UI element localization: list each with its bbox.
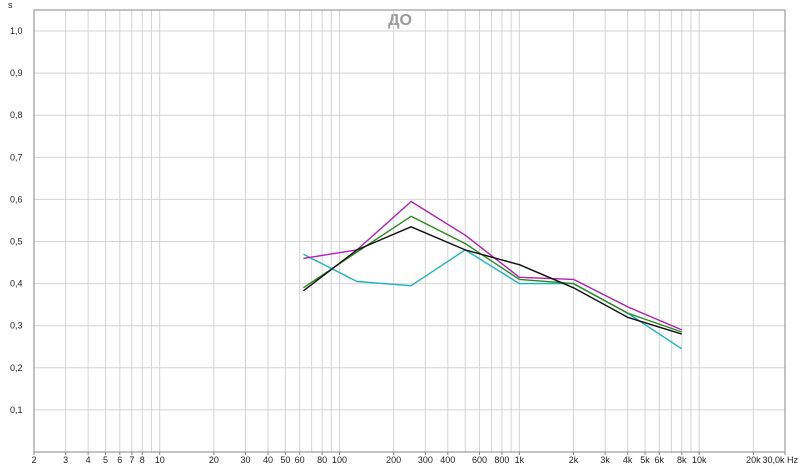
x-tick-label: 2: [31, 455, 36, 465]
x-tick-label: 1k: [515, 455, 525, 465]
y-tick-label: 0,7: [10, 152, 23, 162]
series-line: [302, 226, 683, 335]
x-tick-label: 600: [472, 455, 487, 465]
y-tick-label: 0,1: [10, 405, 23, 415]
chart-title: ДО: [388, 12, 412, 29]
y-axis-unit-label: s: [8, 0, 13, 10]
grid: [34, 10, 785, 452]
series-lines: [302, 200, 683, 350]
x-tick-label: 30,0k Hz: [762, 455, 798, 465]
series-line: [303, 215, 683, 333]
x-tick-label: 800: [494, 455, 509, 465]
series-line: [303, 200, 683, 331]
x-tick-label: 100: [332, 455, 347, 465]
x-axis-ticks: 2 3 4 5 6 7 8 10 20 30 40 50 60 80 100 200 300 400 600 800 1…: [31, 452, 798, 465]
y-tick-label: 0,9: [10, 68, 23, 78]
y-tick-label: 0,3: [10, 321, 23, 331]
y-tick-label: 1,0: [10, 26, 23, 36]
x-tick-label: 6k: [655, 455, 665, 465]
x-tick-label: 60: [295, 455, 305, 465]
x-tick-label: 4: [86, 455, 91, 465]
x-tick-label: 40: [263, 455, 273, 465]
x-tick-label: 20: [209, 455, 219, 465]
y-tick-label: 0,4: [10, 279, 23, 289]
x-tick-label: 8k: [677, 455, 687, 465]
y-tick-label: 0,5: [10, 237, 23, 247]
x-tick-label: 3: [63, 455, 68, 465]
x-tick-label: 200: [386, 455, 401, 465]
y-tick-label: 0,6: [10, 194, 23, 204]
x-tick-label: 7: [129, 455, 134, 465]
x-tick-label: 50: [280, 455, 290, 465]
y-tick-label: 0,8: [10, 110, 23, 120]
x-tick-label: 2k: [569, 455, 579, 465]
series-line: [303, 249, 683, 350]
y-axis-ticks: 0,1 0,2 0,3 0,4 0,5 0,6 0,7 0,8 0,9 1,0: [10, 26, 23, 415]
x-tick-label: 80: [317, 455, 327, 465]
y-tick-label: 0,2: [10, 363, 23, 373]
x-tick-label: 10: [155, 455, 165, 465]
x-tick-label: 4k: [623, 455, 633, 465]
x-tick-label: 6: [117, 455, 122, 465]
x-tick-label: 20k: [746, 455, 761, 465]
x-tick-label: 10k: [692, 455, 707, 465]
x-tick-label: 400: [440, 455, 455, 465]
x-tick-label: 5: [103, 455, 108, 465]
x-tick-label: 5k: [640, 455, 650, 465]
plot-frame: [33, 9, 786, 453]
x-tick-label: 3k: [600, 455, 610, 465]
x-tick-label: 300: [418, 455, 433, 465]
x-tick-label: 30: [240, 455, 250, 465]
x-tick-label: 8: [140, 455, 145, 465]
